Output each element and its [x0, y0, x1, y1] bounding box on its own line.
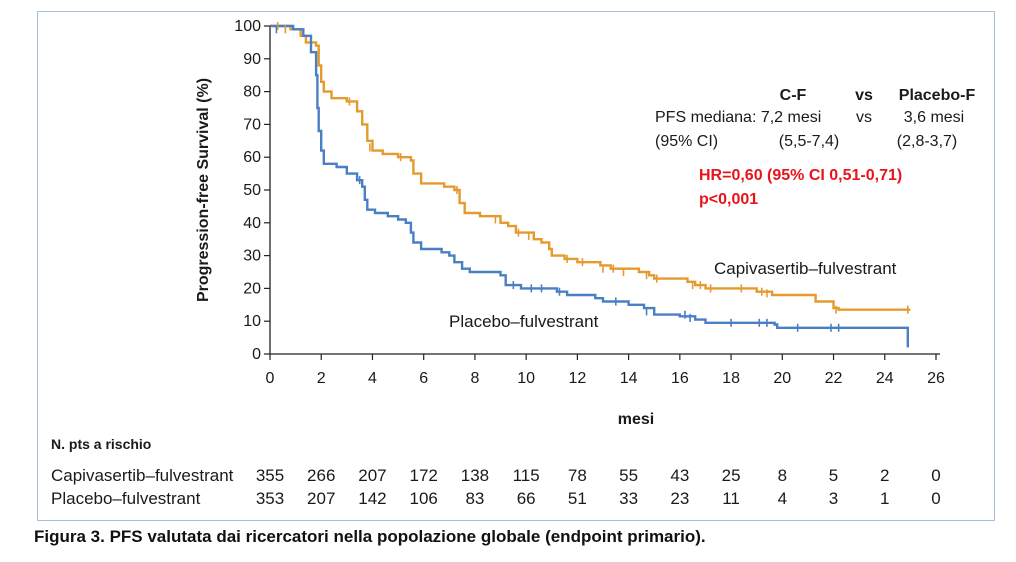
series-label-capivasertib: Capivasertib–fulvestrant	[714, 259, 897, 278]
x-tick-label: 0	[266, 370, 275, 387]
risk-value: 33	[619, 489, 638, 508]
header-cf: C-F	[780, 87, 807, 104]
risk-value: 5	[829, 466, 838, 485]
x-tick-label: 10	[517, 370, 535, 387]
risk-value: 4	[778, 489, 787, 508]
header-vs: vs	[855, 87, 873, 104]
x-tick-label: 20	[773, 370, 791, 387]
y-tick-label: 80	[243, 84, 261, 101]
risk-value: 207	[307, 489, 335, 508]
hr-annotation: HR=0,60 (95% CI 0,51-0,71)	[699, 167, 902, 184]
y-tick-label: 20	[243, 280, 261, 297]
median-vs: vs	[856, 109, 872, 126]
risk-row-label-capivasertib: Capivasertib–fulvestrant	[51, 466, 234, 485]
x-tick-label: 12	[568, 370, 586, 387]
x-tick-label: 24	[876, 370, 894, 387]
risk-value: 25	[722, 466, 741, 485]
median-label: PFS mediana: 7,2 mesi	[655, 109, 821, 126]
risk-value: 55	[619, 466, 638, 485]
risk-row-label-placebo: Placebo–fulvestrant	[51, 489, 201, 508]
x-tick-label: 2	[317, 370, 326, 387]
x-tick-label: 26	[927, 370, 945, 387]
risk-value: 355	[256, 466, 284, 485]
y-tick-label: 60	[243, 149, 261, 166]
risk-value: 0	[931, 466, 940, 485]
risk-value: 207	[358, 466, 386, 485]
x-tick-label: 6	[419, 370, 428, 387]
y-axis-title: Progression-free Survival (%)	[195, 78, 212, 302]
risk-table-title: N. pts a rischio	[51, 436, 151, 452]
x-tick-label: 22	[825, 370, 843, 387]
risk-value: 106	[410, 489, 438, 508]
y-tick-label: 30	[243, 248, 261, 265]
figure-caption: Figura 3. PFS valutata dai ricercatori n…	[34, 527, 706, 546]
x-tick-label: 16	[671, 370, 689, 387]
p-value-annotation: p<0,001	[699, 191, 758, 208]
y-tick-label: 90	[243, 51, 261, 68]
risk-value: 138	[461, 466, 489, 485]
y-tick-label: 40	[243, 215, 261, 232]
risk-value: 353	[256, 489, 284, 508]
risk-value: 23	[670, 489, 689, 508]
ci-label: (95% CI)	[655, 133, 718, 150]
risk-value: 0	[931, 489, 940, 508]
series-label-placebo: Placebo–fulvestrant	[449, 312, 599, 331]
risk-value: 83	[465, 489, 484, 508]
risk-value: 8	[778, 466, 787, 485]
y-tick-label: 0	[252, 346, 261, 363]
risk-value: 115	[513, 466, 540, 485]
risk-value: 266	[307, 466, 335, 485]
ci-cf: (5,5-7,4)	[779, 133, 839, 150]
x-tick-label: 18	[722, 370, 740, 387]
x-tick-label: 14	[620, 370, 638, 387]
y-tick-label: 70	[243, 116, 261, 133]
risk-value: 172	[410, 466, 438, 485]
risk-value: 3	[829, 489, 838, 508]
risk-value: 43	[670, 466, 689, 485]
median-placebo: 3,6 mesi	[904, 109, 964, 126]
risk-value: 51	[568, 489, 587, 508]
y-tick-label: 100	[234, 18, 261, 35]
x-axis-title: mesi	[618, 411, 654, 428]
figure-frame	[37, 11, 995, 521]
y-tick-label: 50	[243, 182, 261, 199]
y-tick-label: 10	[243, 313, 261, 330]
x-tick-label: 4	[368, 370, 377, 387]
x-tick-label: 8	[470, 370, 479, 387]
series-line-capivasertib	[270, 24, 911, 311]
risk-value: 1	[880, 489, 889, 508]
risk-value: 2	[880, 466, 889, 485]
header-placebo: Placebo-F	[899, 87, 976, 104]
ci-placebo: (2,8-3,7)	[897, 133, 957, 150]
series-line-placebo	[270, 24, 909, 348]
risk-value: 78	[568, 466, 587, 485]
risk-value: 11	[722, 489, 740, 508]
risk-value: 66	[517, 489, 536, 508]
risk-value: 142	[358, 489, 386, 508]
